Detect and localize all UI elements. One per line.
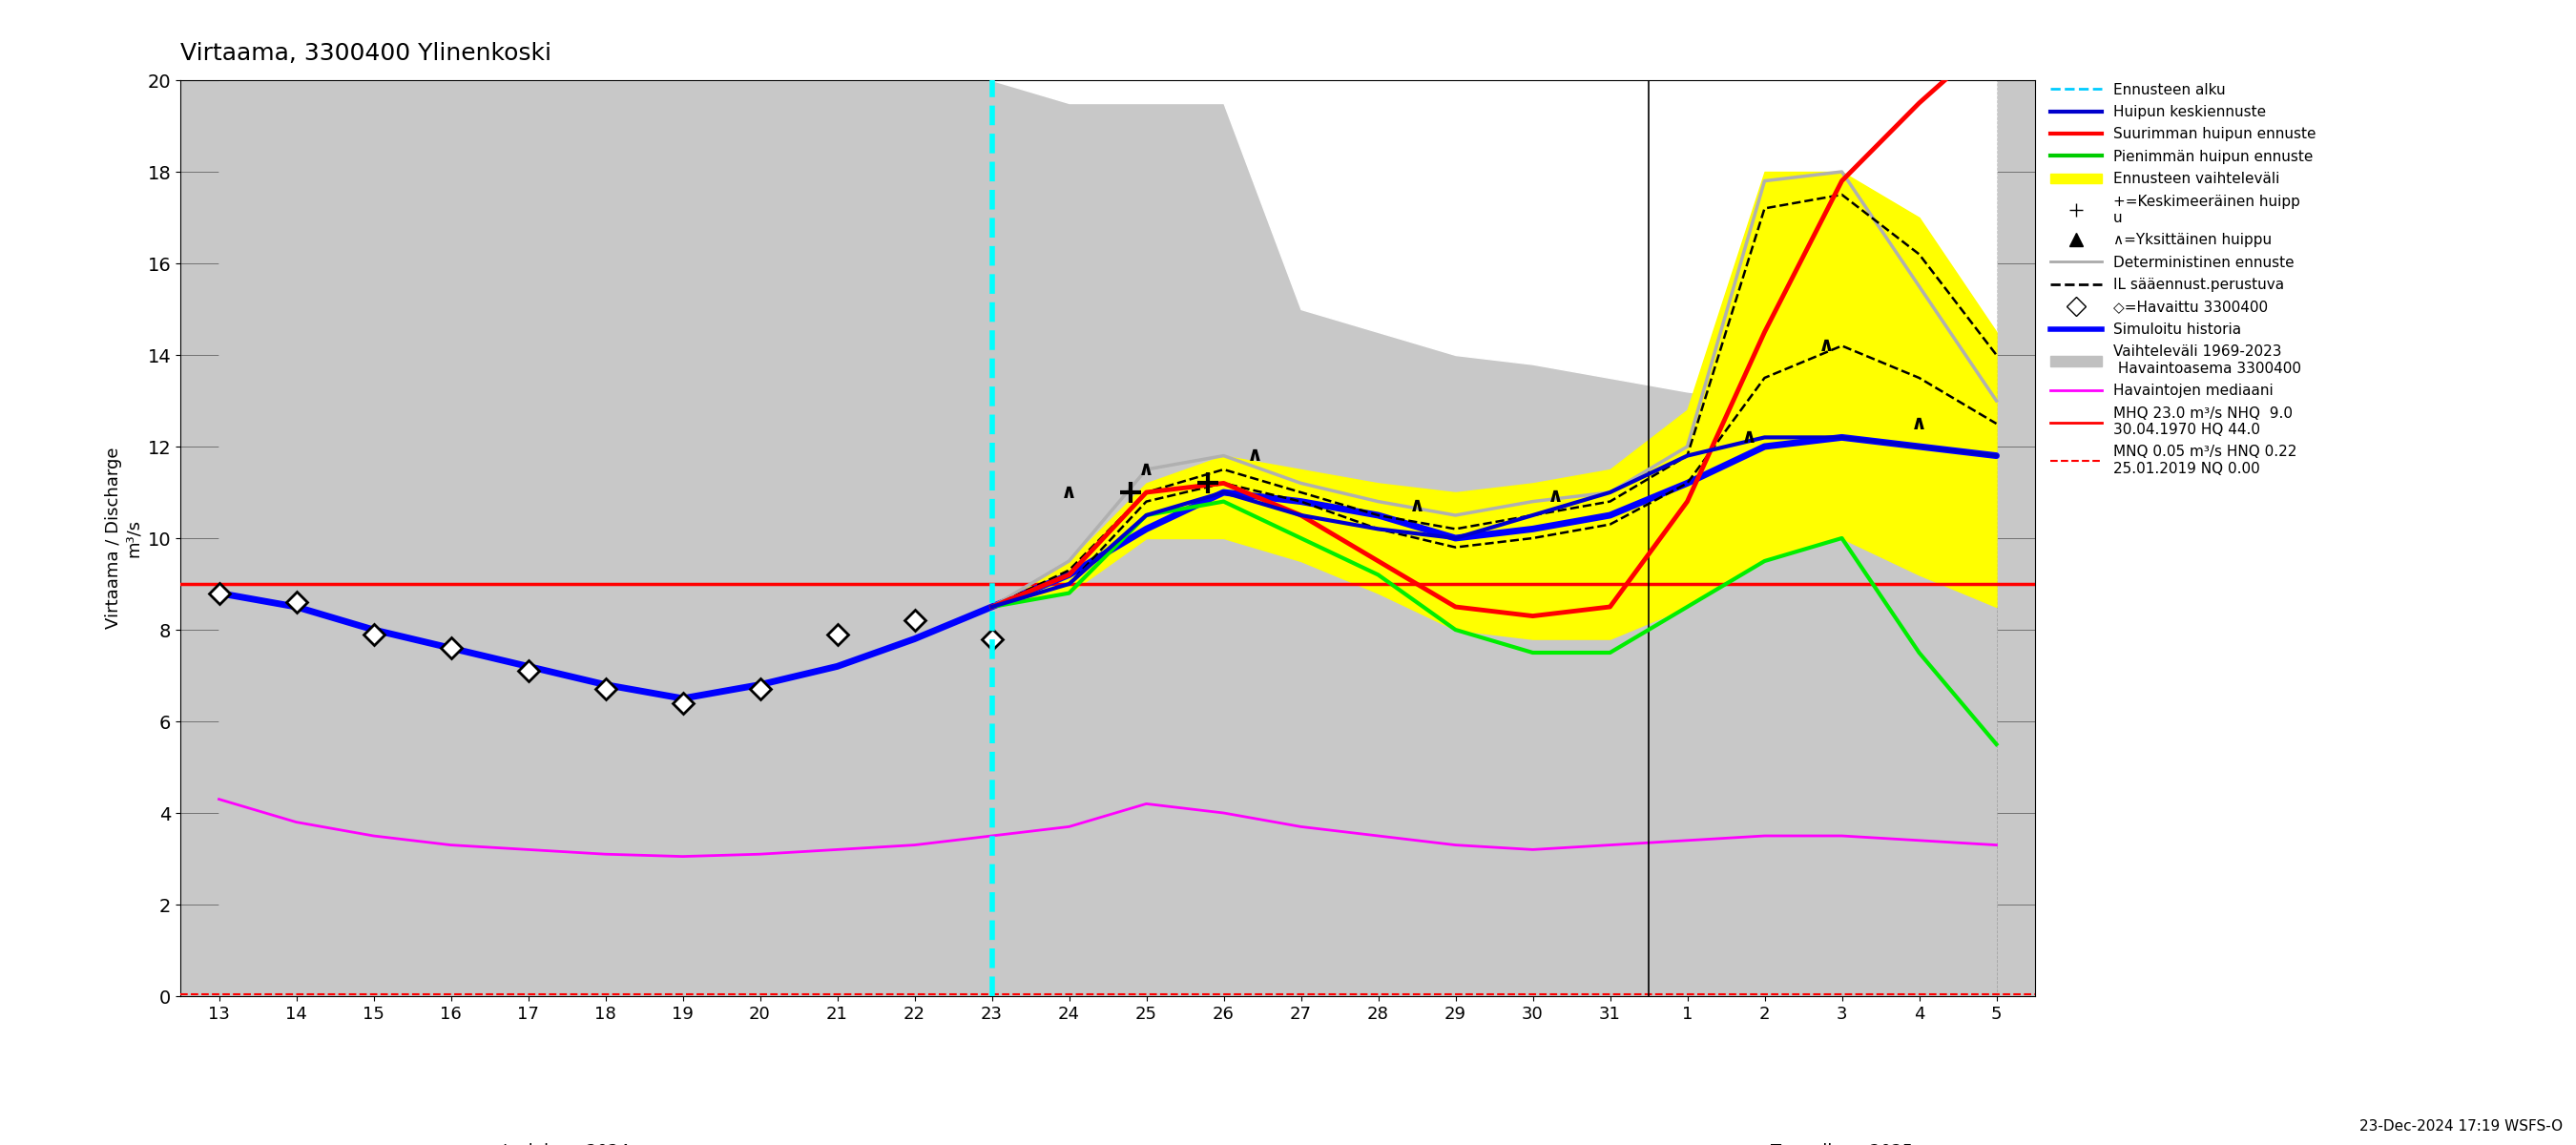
Text: Virtaama, 3300400 Ylinenkoski: Virtaama, 3300400 Ylinenkoski (180, 42, 551, 65)
Text: Tammikuu  2025
January: Tammikuu 2025 January (1770, 1143, 1914, 1145)
Text: 23-Dec-2024 17:19 WSFS-O: 23-Dec-2024 17:19 WSFS-O (2360, 1120, 2563, 1134)
Text: ∧: ∧ (1139, 459, 1154, 479)
Text: ∧: ∧ (1548, 487, 1564, 506)
Text: ∧: ∧ (1409, 496, 1425, 515)
Text: ∧: ∧ (1819, 335, 1834, 355)
Text: Joulukuu  2024
December: Joulukuu 2024 December (502, 1143, 631, 1145)
Y-axis label: Virtaama / Discharge
m³/s: Virtaama / Discharge m³/s (106, 448, 142, 629)
Text: ∧: ∧ (1061, 482, 1077, 502)
Text: ∧: ∧ (1247, 445, 1262, 465)
Text: ∧: ∧ (1741, 427, 1757, 447)
Text: ∧: ∧ (1911, 413, 1927, 433)
Legend: Ennusteen alku, Huipun keskiennuste, Suurimman huipun ennuste, Pienimmän huipun : Ennusteen alku, Huipun keskiennuste, Suu… (2045, 78, 2321, 481)
